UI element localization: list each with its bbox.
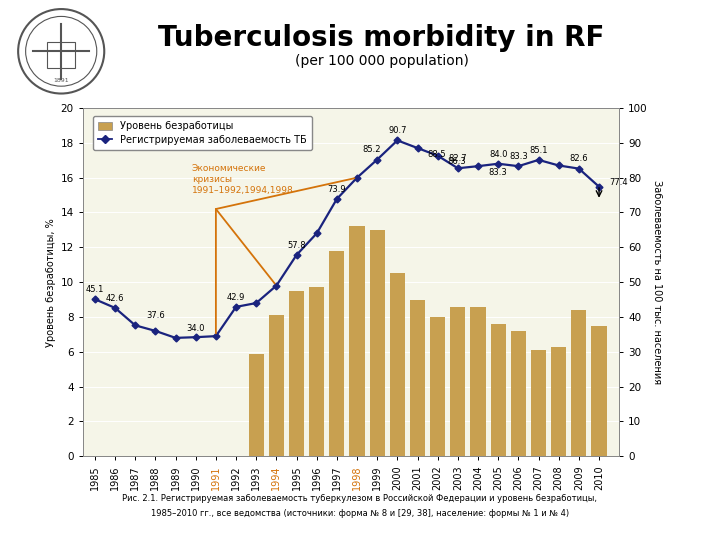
Bar: [490, 324, 505, 456]
Text: 1985–2010 гг., все ведомства (источники: форма № 8 и [29, 38], население: формы : 1985–2010 гг., все ведомства (источники:…: [151, 509, 569, 518]
Text: Рис. 2.1. Регистрируемая заболеваемость туберкулезом в Российской Федерации и ур: Рис. 2.1. Регистрируемая заболеваемость …: [122, 494, 598, 503]
Text: 45.1: 45.1: [86, 285, 104, 294]
Y-axis label: Заболеваемость на 100 тыс. населения: Заболеваемость на 100 тыс. населения: [652, 180, 662, 384]
Text: 42.9: 42.9: [227, 293, 246, 302]
Bar: [410, 300, 425, 456]
Bar: [309, 287, 324, 456]
Bar: [531, 350, 546, 456]
Text: 77.4: 77.4: [609, 178, 628, 187]
Text: Экономические
кризисы
1991–1992,1994,1998: Экономические кризисы 1991–1992,1994,199…: [192, 164, 294, 195]
Text: 34.0: 34.0: [186, 323, 205, 333]
Text: 83.3: 83.3: [509, 152, 528, 161]
Text: 85.2: 85.2: [362, 145, 380, 154]
Bar: [289, 291, 304, 456]
Bar: [248, 354, 264, 456]
Text: 73.9: 73.9: [328, 185, 346, 194]
Bar: [450, 307, 465, 456]
Text: 1891: 1891: [53, 78, 69, 83]
Text: 88.5: 88.5: [428, 150, 446, 159]
Bar: [591, 326, 606, 456]
Y-axis label: Уровень безработицы, %: Уровень безработицы, %: [46, 218, 56, 347]
Legend: Уровень безработицы, Регистрируемая заболеваемость ТБ: Уровень безработицы, Регистрируемая забо…: [93, 116, 312, 150]
Text: 42.6: 42.6: [106, 294, 125, 303]
Text: Tuberculosis morbidity in RF: Tuberculosis morbidity in RF: [158, 24, 605, 52]
Text: 85.1: 85.1: [529, 146, 548, 154]
Bar: [551, 347, 566, 456]
Text: 84.0: 84.0: [489, 150, 508, 159]
Bar: [470, 307, 485, 456]
Bar: [390, 273, 405, 456]
Bar: [430, 317, 445, 456]
Text: 57.8: 57.8: [287, 241, 306, 250]
Text: 86.3: 86.3: [448, 157, 467, 166]
Text: 90.7: 90.7: [388, 126, 407, 135]
Text: 83.3: 83.3: [488, 167, 507, 177]
Text: (per 100 000 population): (per 100 000 population): [294, 54, 469, 68]
Bar: [349, 226, 364, 456]
Bar: [269, 315, 284, 456]
Bar: [48, 42, 75, 68]
Bar: [571, 310, 586, 456]
Text: 82.6: 82.6: [570, 154, 588, 164]
Text: 37.6: 37.6: [146, 311, 165, 320]
Bar: [510, 331, 526, 456]
Bar: [369, 230, 384, 456]
Bar: [329, 251, 344, 456]
Text: 82.7: 82.7: [449, 154, 467, 163]
